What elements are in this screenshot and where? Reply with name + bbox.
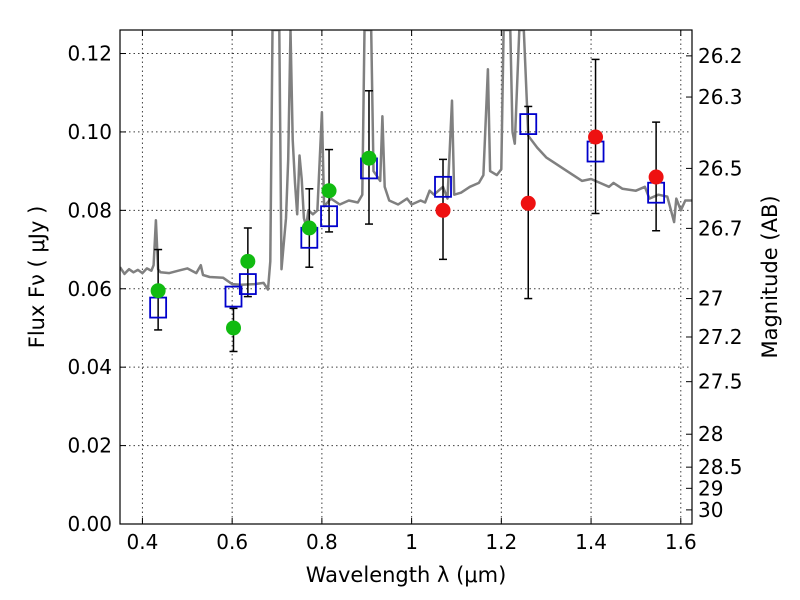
- magnitude-tick-label: 26.5: [698, 156, 743, 180]
- model-square-marker: [320, 205, 338, 228]
- x-tick-label: 0.6: [216, 530, 248, 554]
- green-data-point: [361, 150, 377, 166]
- red-data-point: [520, 195, 536, 211]
- y-tick-label: 0.12: [67, 42, 112, 66]
- y-tick-label: 0.00: [67, 512, 112, 536]
- magnitude-tick-label: 26.7: [698, 216, 743, 240]
- magnitude-tick-label: 26.3: [698, 85, 743, 109]
- y-tick-label: 0.06: [67, 277, 112, 301]
- x-tick-label: 1.2: [485, 530, 517, 554]
- plot-frame: [119, 29, 693, 525]
- magnitude-tick-label: 29: [698, 476, 723, 500]
- magnitude-tick-label: 30: [698, 498, 723, 522]
- y-axis-title: Flux Fν ( μJy ): [25, 206, 49, 349]
- green-data-point: [321, 183, 337, 199]
- model-square-marker: [224, 285, 243, 308]
- y-tick-label: 0.08: [67, 198, 112, 222]
- red-data-point: [648, 169, 664, 185]
- green-data-point: [240, 253, 256, 269]
- marker-layer: [149, 113, 666, 336]
- errorbar-layer: [154, 58, 661, 353]
- x-tick-label: 1.4: [575, 530, 607, 554]
- magnitude-tick-label: 27.5: [698, 370, 743, 394]
- green-data-point: [150, 283, 166, 299]
- x-tick-label: 0.4: [127, 530, 159, 554]
- x-axis: 0.4 0.6 0.8 1 1.2 1.4 1.6: [127, 30, 697, 554]
- red-data-point: [588, 129, 604, 145]
- x-tick-label: 1: [405, 530, 418, 554]
- model-square-marker: [519, 113, 538, 135]
- y-tick-label: 0.02: [67, 434, 112, 458]
- red-data-point: [435, 202, 451, 218]
- model-square-marker: [238, 273, 257, 295]
- green-data-point: [301, 220, 317, 236]
- magnitude-tick-label: 28: [698, 422, 723, 446]
- magnitude-tick-label: 27.2: [698, 325, 743, 349]
- spectrum-line: [120, 30, 692, 291]
- y-tick-label: 0.04: [67, 355, 112, 379]
- magnitude-tick-label: 27: [698, 287, 723, 311]
- magnitude-tick-label: 28.5: [698, 455, 743, 479]
- x-tick-label: 0.8: [306, 530, 338, 554]
- y-axis: 0.00 0.02 0.04 0.06 0.08 0.10 0.12: [67, 42, 126, 536]
- y-tick-label: 0.10: [67, 120, 112, 144]
- magnitude-axis-title: Magnitude (AB): [758, 195, 782, 358]
- green-data-point: [226, 320, 242, 336]
- x-tick-label: 1.6: [665, 530, 697, 554]
- spectrum-layer: [120, 30, 692, 291]
- model-square-marker: [434, 175, 452, 198]
- x-axis-title: Wavelength λ (μm): [306, 563, 507, 587]
- magnitude-tick-label: 26.2: [698, 44, 743, 68]
